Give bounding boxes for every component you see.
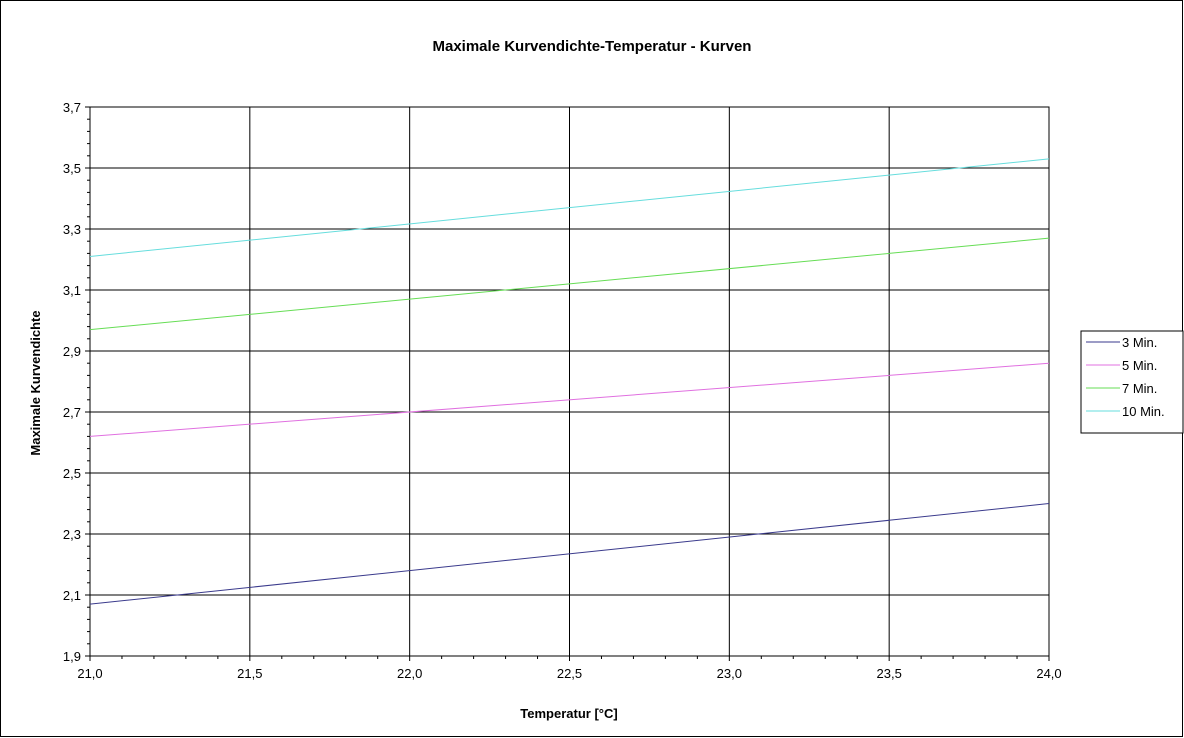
x-tick-label: 23,0 — [717, 666, 742, 681]
y-tick-label: 2,9 — [63, 344, 81, 359]
series-lines — [89, 158, 1050, 605]
grid-lines — [85, 106, 1050, 661]
series-line — [89, 158, 1050, 257]
series-line — [89, 362, 1050, 437]
y-tick-label: 2,7 — [63, 405, 81, 420]
chart-title: Maximale Kurvendichte-Temperatur - Kurve… — [433, 38, 752, 55]
x-tick-label: 21,0 — [77, 666, 102, 681]
y-axis-title: Maximale Kurvendichte — [28, 310, 43, 455]
legend-label: 7 Min. — [1122, 381, 1157, 396]
x-tick-label: 21,5 — [237, 666, 262, 681]
x-tick-label: 22,0 — [397, 666, 422, 681]
x-axis-title: Temperatur [°C] — [520, 706, 617, 721]
minor-ticks — [87, 118, 1018, 659]
y-tick-label: 1,9 — [63, 649, 81, 664]
legend: 3 Min. 5 Min. 7 Min. 10 Min. — [1080, 330, 1184, 434]
y-tick-label: 3,5 — [63, 161, 81, 176]
x-tick-label: 23,5 — [877, 666, 902, 681]
x-axis-tick-labels: 21,0 21,5 22,0 22,5 23,0 23,5 24,0 — [77, 666, 1061, 681]
y-tick-label: 3,1 — [63, 283, 81, 298]
y-tick-label: 3,3 — [63, 222, 81, 237]
legend-box — [1080, 330, 1184, 434]
y-tick-label: 2,1 — [63, 588, 81, 603]
plot-area — [85, 106, 1050, 661]
legend-label: 5 Min. — [1122, 358, 1157, 373]
x-tick-label: 24,0 — [1036, 666, 1061, 681]
y-tick-label: 2,3 — [63, 527, 81, 542]
y-axis-tick-labels: 1,9 2,1 2,3 2,5 2,7 2,9 3,1 3,3 3,5 3,7 — [63, 100, 81, 664]
y-tick-label: 3,7 — [63, 100, 81, 115]
series-line — [89, 237, 1050, 331]
legend-items: 3 Min. 5 Min. 7 Min. 10 Min. — [1086, 335, 1165, 419]
legend-label: 10 Min. — [1122, 404, 1165, 419]
series-line — [89, 503, 1050, 605]
x-tick-label: 22,5 — [557, 666, 582, 681]
legend-label: 3 Min. — [1122, 335, 1157, 350]
y-tick-label: 2,5 — [63, 466, 81, 481]
